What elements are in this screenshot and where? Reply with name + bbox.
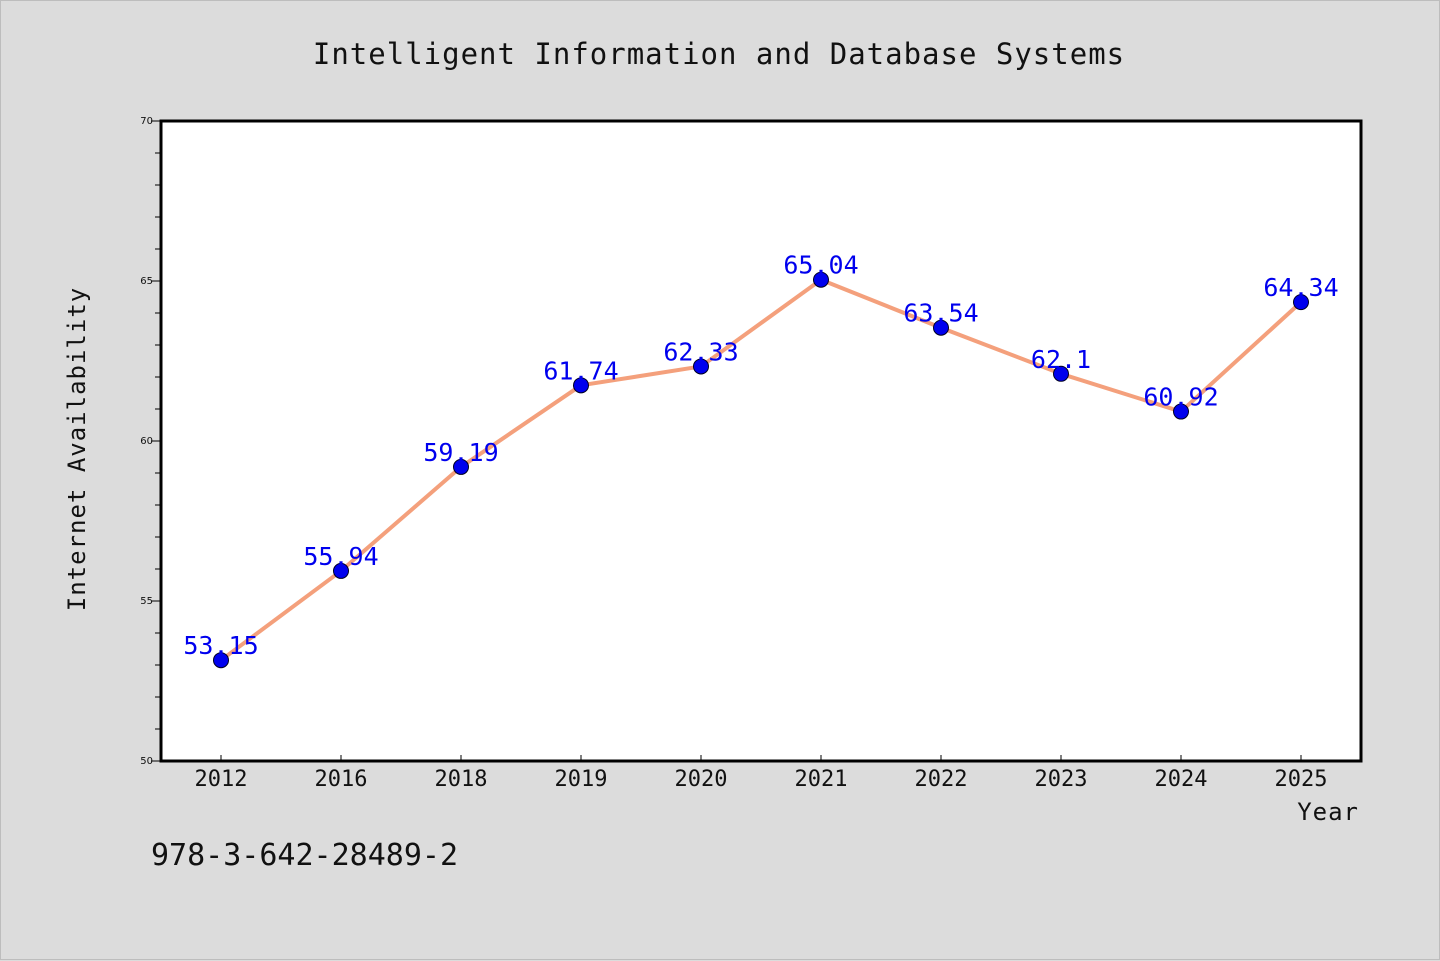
data-point — [1053, 365, 1069, 382]
y-tick-label: 50 — [140, 756, 153, 767]
chart-title: Intelligent Information and Database Sys… — [313, 37, 1125, 71]
plot-area — [159, 119, 1363, 763]
data-point — [453, 458, 469, 475]
data-point — [813, 271, 829, 288]
data-label: 53.15 — [183, 631, 258, 660]
data-label: 55.94 — [303, 542, 378, 571]
x-tick-label: 2023 — [1035, 767, 1088, 792]
x-tick-label: 2012 — [195, 767, 248, 792]
x-tick-label: 2025 — [1275, 767, 1328, 792]
x-tick-label: 2021 — [795, 767, 848, 792]
x-axis-label: Year — [1297, 798, 1359, 826]
data-label: 62.1 — [1031, 345, 1091, 374]
x-tick-label: 2022 — [915, 767, 968, 792]
x-tick-label: 2024 — [1155, 767, 1208, 792]
data-point — [213, 652, 229, 669]
data-point — [573, 377, 589, 394]
data-label: 63.54 — [903, 299, 978, 328]
data-label: 61.74 — [543, 356, 618, 385]
y-tick-label: 55 — [140, 596, 153, 607]
data-labels: 53.15 55.94 59.19 61.74 62.33 65.04 63.54 62.1 6… — [183, 251, 1338, 660]
isbn-footer: 978-3-642-28489-2 — [151, 838, 458, 873]
data-point — [933, 319, 949, 336]
data-label: 65.04 — [783, 251, 858, 280]
x-axis: 2012 2016 2018 2019 2020 2021 2022 2023 2024 2025 — [195, 755, 1328, 792]
x-tick-label: 2019 — [555, 767, 608, 792]
data-point — [1293, 294, 1309, 311]
data-point — [693, 358, 709, 375]
y-tick-label: 60 — [140, 436, 153, 447]
y-tick-label: 65 — [140, 276, 153, 287]
x-tick-label: 2016 — [315, 767, 368, 792]
y-tick-label: 70 — [140, 116, 153, 127]
data-point — [333, 562, 349, 579]
y-axis: 50 55 60 65 70 — [140, 116, 161, 767]
data-label: 60.92 — [1143, 383, 1218, 412]
data-markers — [213, 271, 1309, 669]
data-point — [1173, 403, 1189, 420]
data-label: 62.33 — [663, 337, 738, 366]
series-line — [219, 277, 1303, 662]
x-tick-label: 2018 — [435, 767, 488, 792]
data-label: 64.34 — [1263, 273, 1338, 302]
x-tick-label: 2020 — [675, 767, 728, 792]
data-label: 59.19 — [423, 438, 498, 467]
y-axis-label: Internet Availability — [63, 287, 91, 611]
